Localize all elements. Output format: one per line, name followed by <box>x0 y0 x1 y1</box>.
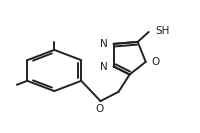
Text: O: O <box>151 57 159 67</box>
Text: O: O <box>95 104 103 114</box>
Text: SH: SH <box>154 26 169 36</box>
Text: N: N <box>100 61 107 72</box>
Text: N: N <box>100 39 107 49</box>
